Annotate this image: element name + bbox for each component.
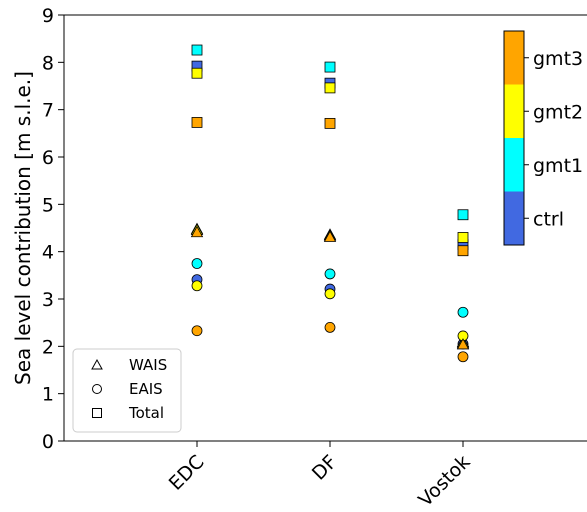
colorbar-segment-ctrl bbox=[504, 191, 524, 245]
point-gmt1-eais-df bbox=[324, 268, 336, 280]
point-gmt3-eais-vostok bbox=[457, 351, 469, 363]
colorbar-segment-gmt2 bbox=[504, 84, 524, 138]
point-gmt3-wais-vostok bbox=[456, 338, 470, 350]
x-tick-label-df: DF bbox=[308, 451, 342, 485]
point-gmt1-eais-edc bbox=[191, 258, 203, 269]
point-gmt2-total-edc bbox=[191, 67, 203, 79]
colorbar-frame bbox=[503, 30, 525, 246]
point-gmt3-wais-edc bbox=[190, 225, 204, 238]
colorbar: ctrl gmt1 gmt2 gmt3 bbox=[503, 30, 583, 246]
point-gmt3-total-df bbox=[324, 117, 336, 129]
point-gmt1-total-edc bbox=[191, 44, 203, 56]
y-tick-label-9: 9 bbox=[42, 5, 54, 27]
legend-label-wais: WAIS bbox=[129, 356, 167, 374]
y-tick-label-3: 3 bbox=[42, 289, 54, 311]
colorbar-segment-gmt1 bbox=[504, 138, 524, 192]
legend-marker-wais bbox=[91, 358, 103, 370]
axes: 0 1 2 3 4 5 6 7 8 9 Sea level contribution [m s.l.… bbox=[11, 5, 587, 511]
y-tick-label-0: 0 bbox=[42, 431, 54, 453]
point-gmt3-eais-edc bbox=[191, 325, 203, 337]
colorbar-label-gmt2: gmt2 bbox=[533, 101, 583, 123]
point-gmt3-total-edc bbox=[191, 117, 203, 128]
y-tick-label-2: 2 bbox=[42, 336, 54, 358]
point-gmt2-total-df bbox=[324, 82, 336, 94]
point-gmt2-eais-df bbox=[324, 288, 336, 300]
colorbar-label-gmt3: gmt3 bbox=[533, 48, 583, 70]
y-tick-label-7: 7 bbox=[42, 100, 54, 122]
legend-label-total: Total bbox=[128, 404, 164, 422]
colorbar-label-ctrl: ctrl bbox=[533, 208, 564, 230]
y-tick-label-8: 8 bbox=[42, 52, 54, 74]
point-gmt2-total-vostok bbox=[457, 232, 469, 243]
y-tick-label-5: 5 bbox=[42, 194, 54, 216]
y-tick-label-1: 1 bbox=[42, 384, 54, 406]
y-tick-label-4: 4 bbox=[42, 242, 54, 264]
legend: WAIS EAIS Total bbox=[72, 348, 182, 433]
y-tick-label-6: 6 bbox=[42, 147, 54, 169]
x-tick-label-edc: EDC bbox=[165, 451, 209, 495]
legend-marker-eais bbox=[92, 384, 102, 394]
colorbar-segment-gmt3 bbox=[504, 31, 524, 85]
colorbar-label-gmt1: gmt1 bbox=[533, 155, 583, 177]
point-gmt3-total-vostok bbox=[457, 245, 469, 257]
legend-box bbox=[72, 348, 182, 433]
point-gmt1-total-df bbox=[324, 61, 336, 73]
point-gmt3-wais-df bbox=[323, 230, 337, 242]
point-gmt1-eais-vostok bbox=[457, 306, 469, 318]
legend-marker-total bbox=[92, 408, 102, 418]
y-axis-title: Sea level contribution [m s.l.e.] bbox=[11, 71, 35, 385]
point-gmt2-eais-edc bbox=[191, 280, 203, 292]
point-gmt3-eais-df bbox=[324, 321, 336, 333]
legend-label-eais: EAIS bbox=[129, 380, 163, 398]
x-tick-label-vostok: Vostok bbox=[414, 451, 474, 511]
point-gmt1-total-vostok bbox=[457, 209, 469, 221]
plot-area bbox=[190, 44, 470, 363]
